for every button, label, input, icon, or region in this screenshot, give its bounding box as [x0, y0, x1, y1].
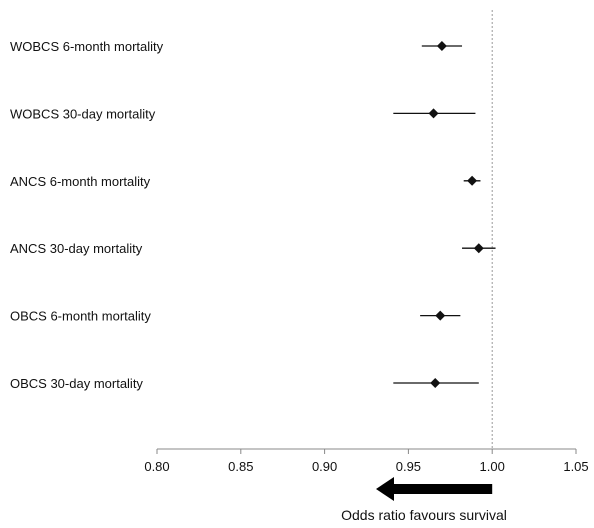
- point-estimates: [428, 41, 484, 388]
- x-tick-label: 1.00: [480, 459, 505, 474]
- point-estimate-marker: [436, 41, 447, 51]
- point-estimate-marker: [467, 175, 478, 186]
- row-labels: WOBCS 6-month mortality WOBCS 30-day mort…: [10, 39, 164, 391]
- x-axis-tick-labels: 0.80 0.85 0.90 0.95 1.00 1.05: [144, 459, 588, 474]
- x-tick-label: 0.85: [228, 459, 253, 474]
- x-tick-label: 0.95: [396, 459, 421, 474]
- row-label: WOBCS 30-day mortality: [10, 106, 156, 121]
- row-label: OBCS 30-day mortality: [10, 376, 143, 391]
- row-label: ANCS 6-month mortality: [10, 174, 151, 189]
- row-label: OBCS 6-month mortality: [10, 309, 151, 324]
- point-estimate-marker: [428, 108, 439, 119]
- row-label: WOBCS 6-month mortality: [10, 39, 164, 54]
- annotation-label: Odds ratio favours survival: [341, 507, 507, 523]
- point-estimate-marker: [430, 378, 441, 388]
- x-tick-label: 1.05: [563, 459, 588, 474]
- favours-arrow: [376, 477, 493, 501]
- x-axis-ticks: [156, 449, 577, 454]
- point-estimate-marker: [473, 243, 484, 254]
- x-tick-label: 0.80: [144, 459, 169, 474]
- x-tick-label: 0.90: [312, 459, 337, 474]
- row-label: ANCS 30-day mortality: [10, 241, 143, 256]
- point-estimate-marker: [435, 310, 446, 321]
- confidence-intervals: [393, 45, 496, 384]
